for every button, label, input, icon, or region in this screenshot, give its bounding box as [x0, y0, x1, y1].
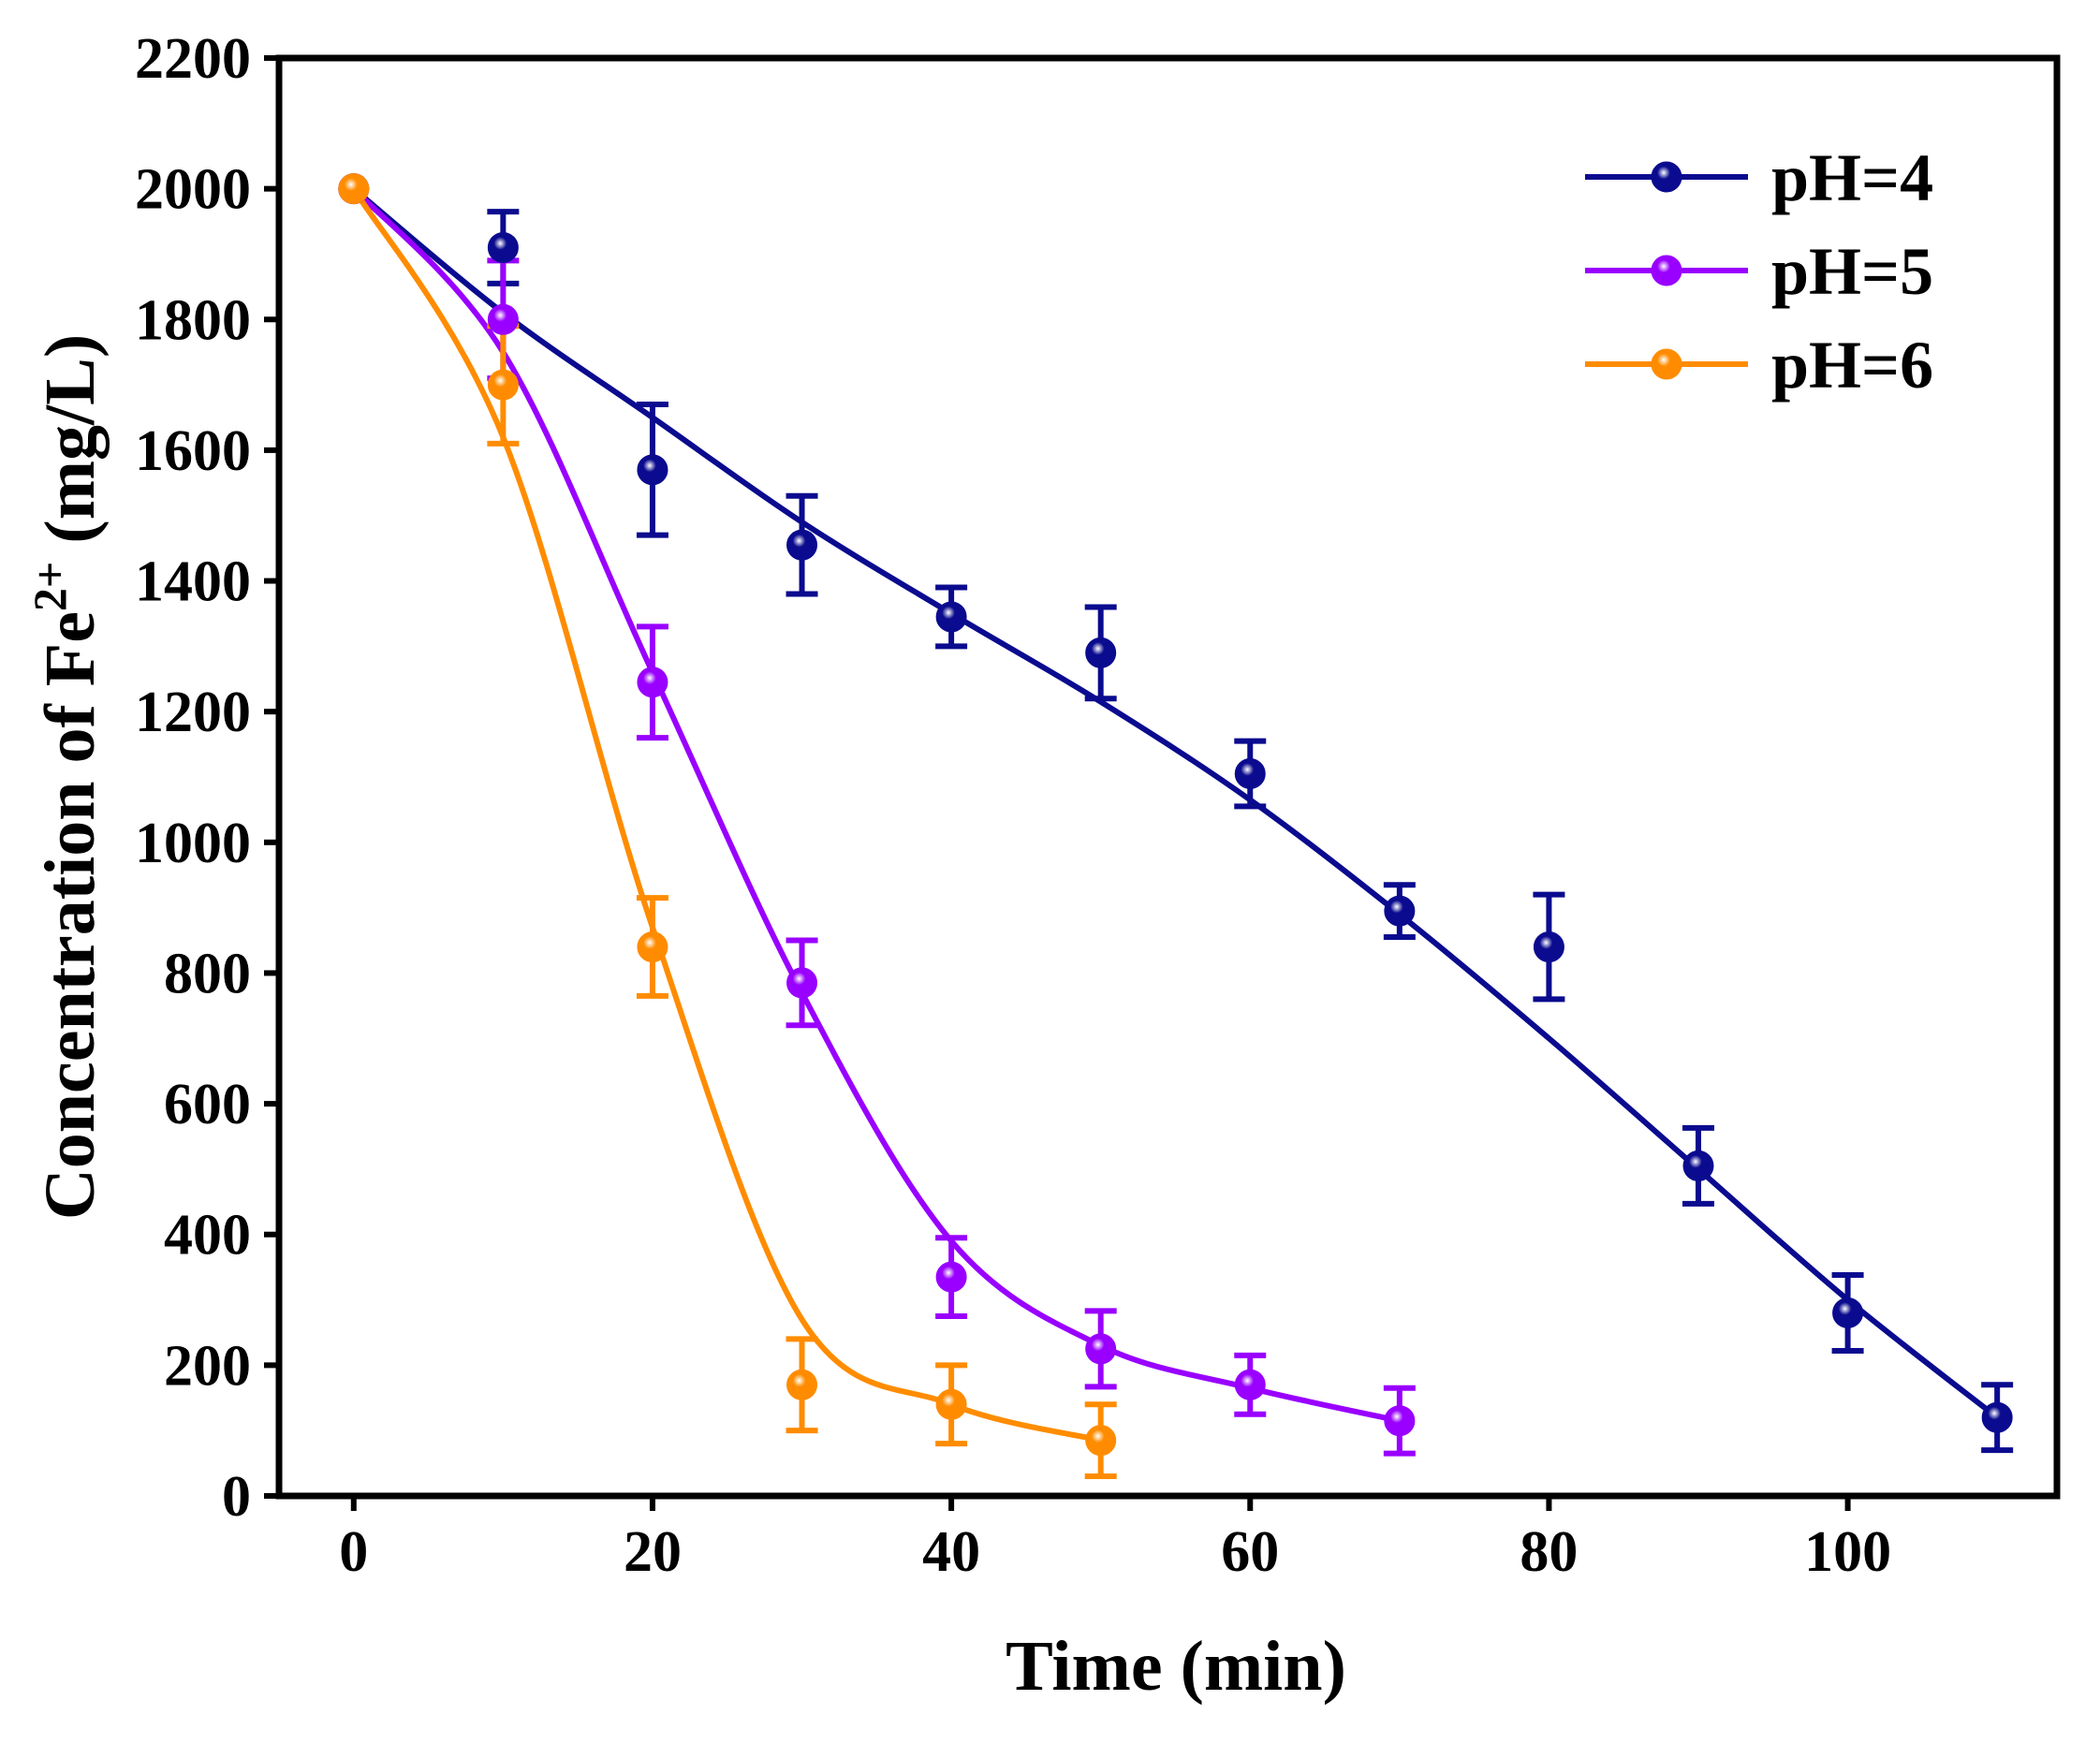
y-tick-label: 200: [164, 1334, 251, 1398]
legend-label: pH=4: [1771, 140, 1933, 215]
y-tick-label: 1800: [135, 288, 251, 352]
data-point: [1981, 1401, 2013, 1433]
data-point: [1085, 1425, 1117, 1457]
x-tick-label: 60: [1221, 1520, 1279, 1584]
y-axis-title: Concentration of Fe2+ (mg/L): [23, 334, 110, 1220]
data-point: [1234, 758, 1266, 790]
x-axis-ticks: 0 20 40 60 80 100: [339, 1496, 1891, 1584]
data-point: [1384, 895, 1416, 927]
data-point: [1533, 931, 1564, 963]
x-tick-label: 0: [339, 1520, 368, 1584]
plot-frame: [275, 54, 2061, 1500]
data-point: [786, 529, 818, 561]
y-tick-label: 2000: [135, 158, 251, 222]
data-point: [1832, 1297, 1864, 1329]
legend: pH=4 pH=5 pH=6: [1585, 140, 1933, 403]
x-axis-title: Time (min): [1006, 1627, 1346, 1706]
fit-curves: [351, 186, 2000, 1444]
data-point: [1234, 1369, 1266, 1400]
y-tick-label: 400: [164, 1204, 251, 1268]
y-tick-label: 600: [164, 1073, 251, 1136]
data-point: [1384, 1405, 1416, 1437]
fit-line-pH=6: [351, 187, 1102, 1444]
legend-label: pH=5: [1771, 234, 1933, 309]
fit-line-pH=5: [351, 186, 1401, 1424]
y-axis-title-unit: (mg/L): [31, 334, 110, 562]
data-point: [1682, 1150, 1714, 1181]
legend-marker: [1651, 161, 1682, 193]
data-point: [338, 173, 370, 205]
x-tick-label: 20: [624, 1520, 682, 1584]
y-axis-title-main: Concentration of Fe: [31, 611, 110, 1220]
y-tick-label: 2200: [135, 27, 251, 91]
y-axis-ticks: 0 200 400 600 800 1000 1200 1400 1600 1800 2000 220…: [135, 27, 279, 1529]
x-tick-label: 100: [1804, 1520, 1891, 1584]
y-axis-title-superscript: 2+: [23, 562, 76, 612]
data-point: [637, 667, 668, 698]
fit-line-pH=4: [351, 186, 2000, 1420]
legend-marker: [1651, 348, 1682, 380]
y-tick-label: 1400: [135, 550, 251, 614]
x-tick-label: 40: [922, 1520, 980, 1584]
data-point: [935, 601, 967, 633]
data-point: [487, 303, 519, 335]
legend-marker: [1651, 255, 1682, 286]
data-point: [637, 454, 668, 486]
data-point: [1085, 637, 1117, 668]
data-point: [1085, 1333, 1117, 1365]
data-point: [487, 369, 519, 401]
legend-label: pH=6: [1771, 328, 1933, 403]
data-point: [487, 231, 519, 263]
y-tick-label: 1200: [135, 681, 251, 744]
data-point: [637, 931, 668, 963]
y-tick-label: 0: [222, 1465, 251, 1529]
data-point: [786, 967, 818, 999]
y-tick-label: 800: [164, 942, 251, 1005]
data-point: [935, 1388, 967, 1420]
x-tick-label: 80: [1520, 1520, 1578, 1584]
y-tick-label: 1600: [135, 419, 251, 483]
data-point: [786, 1369, 818, 1400]
data-point: [935, 1261, 967, 1293]
y-tick-label: 1000: [135, 812, 251, 875]
data-markers: [338, 173, 2013, 1457]
